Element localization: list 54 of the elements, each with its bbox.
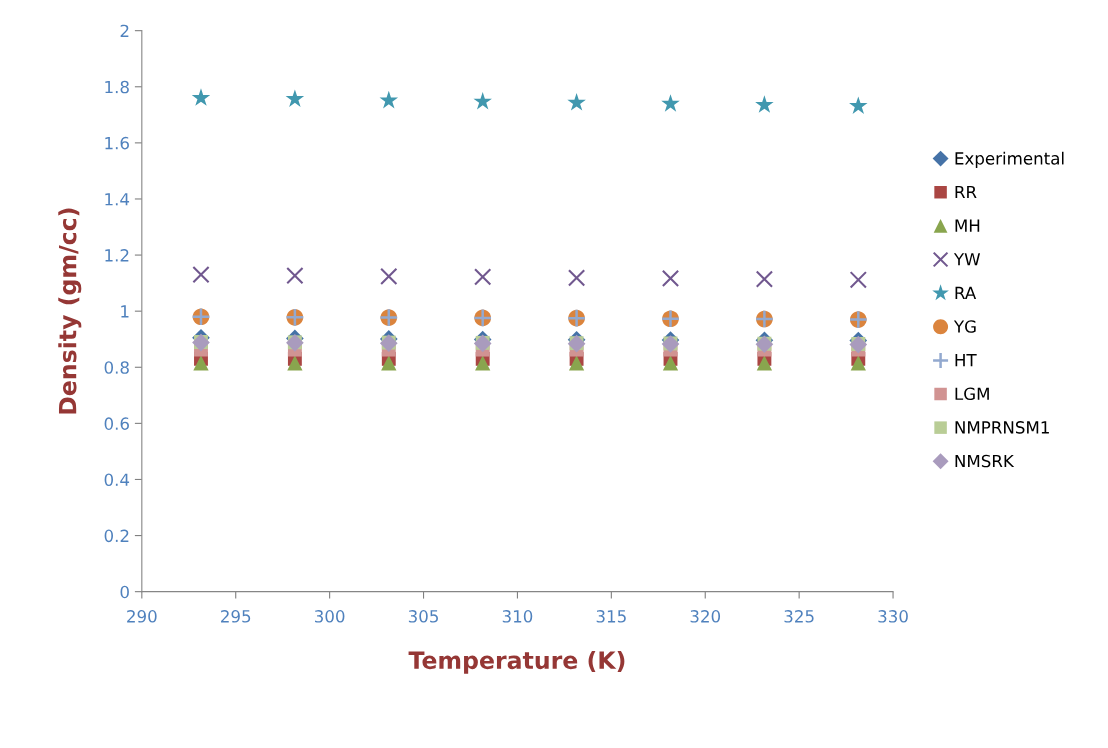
point bbox=[567, 93, 586, 111]
legend-label: RA bbox=[955, 286, 977, 299]
y-tick-label: 1.6 bbox=[105, 136, 129, 150]
legend-label: HT bbox=[955, 354, 977, 367]
point bbox=[473, 91, 492, 110]
point bbox=[661, 269, 680, 288]
point bbox=[191, 88, 211, 106]
point bbox=[287, 355, 303, 371]
point bbox=[567, 269, 586, 287]
legend-label: YW bbox=[953, 253, 981, 266]
x-tick-label: 315 bbox=[596, 610, 626, 623]
x-tick-label: 330 bbox=[878, 610, 908, 623]
x-tick-label: 295 bbox=[221, 610, 251, 623]
y-tick-label: 1 bbox=[121, 305, 129, 318]
point bbox=[380, 267, 398, 286]
y-tick-label: 0.4 bbox=[104, 473, 130, 487]
y-axis-title: Density (gm/cc) bbox=[58, 208, 82, 414]
point bbox=[568, 355, 585, 371]
point bbox=[849, 271, 867, 289]
point bbox=[285, 89, 305, 107]
point bbox=[193, 355, 209, 371]
point bbox=[849, 96, 868, 114]
x-axis-title: Temperature (K) bbox=[408, 650, 625, 674]
legend-label: NMSRK bbox=[955, 454, 1015, 468]
point bbox=[475, 355, 491, 371]
point bbox=[286, 266, 304, 285]
y-tick-label: 0 bbox=[120, 585, 129, 599]
x-tick-label: 290 bbox=[127, 610, 157, 623]
legend-label: LGM bbox=[955, 387, 989, 401]
point bbox=[755, 95, 774, 113]
y-tick-label: 0.6 bbox=[104, 417, 129, 430]
point bbox=[192, 266, 210, 284]
point bbox=[756, 355, 773, 371]
y-tick-label: 0.8 bbox=[104, 361, 129, 374]
x-tick-label: 300 bbox=[314, 610, 345, 623]
point bbox=[662, 355, 679, 371]
legend-label: YG bbox=[953, 320, 976, 333]
legend-label: NMPRNSM1 bbox=[955, 421, 1049, 434]
y-tick-label: 1.2 bbox=[105, 249, 129, 262]
point bbox=[755, 270, 774, 288]
y-tick-label: 2 bbox=[120, 24, 129, 37]
point bbox=[379, 90, 399, 109]
x-tick-label: 320 bbox=[690, 610, 721, 623]
x-tick-label: 325 bbox=[784, 610, 814, 623]
point bbox=[661, 94, 680, 112]
legend-label: RR bbox=[955, 185, 977, 199]
x-tick-label: 310 bbox=[502, 610, 533, 623]
x-tick-label: 305 bbox=[408, 610, 438, 623]
legend-label: Experimental bbox=[955, 151, 1064, 168]
y-tick-label: 0.2 bbox=[104, 529, 129, 543]
point bbox=[474, 268, 492, 286]
y-tick-label: 1.4 bbox=[105, 193, 130, 206]
legend-label: MH bbox=[955, 219, 980, 232]
y-tick-label: 1.8 bbox=[105, 80, 129, 94]
